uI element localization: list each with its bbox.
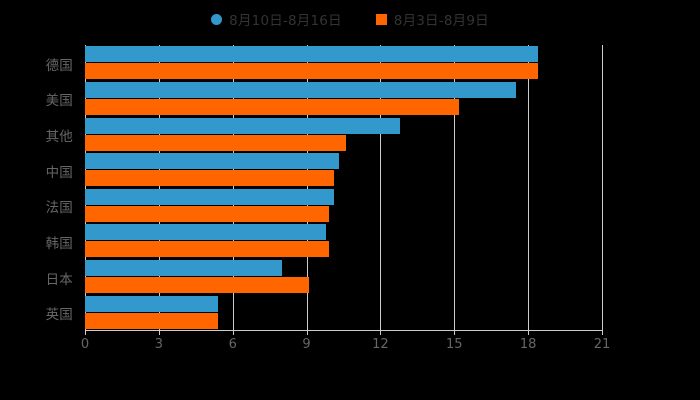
bar[interactable]	[85, 63, 538, 80]
legend-item-1[interactable]: 8月3日-8月9日	[375, 9, 489, 29]
gridline-9	[306, 45, 308, 330]
bar-rows	[85, 45, 602, 330]
bar-group	[85, 81, 602, 117]
y-axis-label-韩国: 韩国	[45, 235, 73, 252]
x-tick-label-6: 6	[228, 337, 237, 352]
gridline-18	[528, 45, 530, 330]
x-tick-label-3: 3	[154, 337, 163, 352]
circle-marker-icon	[211, 13, 223, 25]
bar[interactable]	[85, 117, 401, 134]
y-axis-label-德国: 德国	[45, 57, 73, 74]
x-tick-0	[85, 330, 86, 335]
bar[interactable]	[85, 295, 218, 312]
x-tick-15	[454, 330, 456, 335]
bar-group	[85, 116, 602, 152]
bar[interactable]	[85, 98, 460, 115]
bar[interactable]	[85, 188, 334, 205]
x-tick-label-9: 9	[302, 337, 311, 352]
y-axis-label-其他: 其他	[45, 129, 73, 146]
x-tick-label-21: 21	[593, 337, 611, 352]
bar[interactable]	[85, 312, 218, 329]
gridline-12	[380, 45, 382, 330]
x-tick-21	[602, 330, 603, 335]
x-axis-line	[85, 330, 603, 331]
square-marker-icon	[375, 13, 387, 25]
bar-group	[85, 152, 602, 188]
x-tick-18	[528, 330, 530, 335]
y-axis-label-美国: 美国	[45, 93, 73, 110]
legend-label-1: 8月3日-8月9日	[393, 13, 489, 29]
gridline-15	[454, 45, 456, 330]
x-tick-6	[232, 330, 234, 335]
gridline-21	[602, 45, 603, 330]
x-tick-12	[380, 330, 382, 335]
y-axis-category-labels: 德国美国其他中国法国韩国日本英国	[0, 45, 73, 330]
y-axis-label-中国: 中国	[45, 164, 73, 181]
bar[interactable]	[85, 224, 327, 241]
y-axis-label-英国: 英国	[45, 307, 73, 324]
plot-area	[85, 45, 603, 330]
bar[interactable]	[85, 241, 329, 258]
gridline-0	[85, 45, 86, 330]
bar[interactable]	[85, 134, 346, 151]
legend-label-0: 8月10日-8月16日	[229, 13, 342, 29]
bar[interactable]	[85, 277, 310, 294]
bar-group	[85, 223, 602, 259]
bar-group	[85, 259, 602, 295]
legend-item-0[interactable]: 8月10日-8月16日	[211, 9, 342, 29]
x-tick-9	[306, 330, 308, 335]
y-axis-label-法国: 法国	[45, 200, 73, 217]
bar[interactable]	[85, 205, 329, 222]
bar-group	[85, 45, 602, 81]
y-axis-label-日本: 日本	[45, 271, 73, 288]
bar[interactable]	[85, 260, 282, 277]
chart-legend: 8月10日-8月16日 8月3日-8月9日	[0, 8, 700, 30]
x-tick-label-15: 15	[446, 337, 463, 352]
bar[interactable]	[85, 81, 516, 98]
x-tick-3	[158, 330, 160, 335]
gridline-6	[232, 45, 234, 330]
x-tick-label-0: 0	[80, 337, 90, 352]
bar-group	[85, 188, 602, 224]
bar[interactable]	[85, 170, 334, 187]
x-tick-label-12: 12	[372, 337, 389, 352]
bar[interactable]	[85, 46, 538, 63]
gridline-3	[158, 45, 160, 330]
x-tick-label-18: 18	[519, 337, 537, 352]
bar-group	[85, 294, 602, 330]
bar[interactable]	[85, 153, 339, 170]
